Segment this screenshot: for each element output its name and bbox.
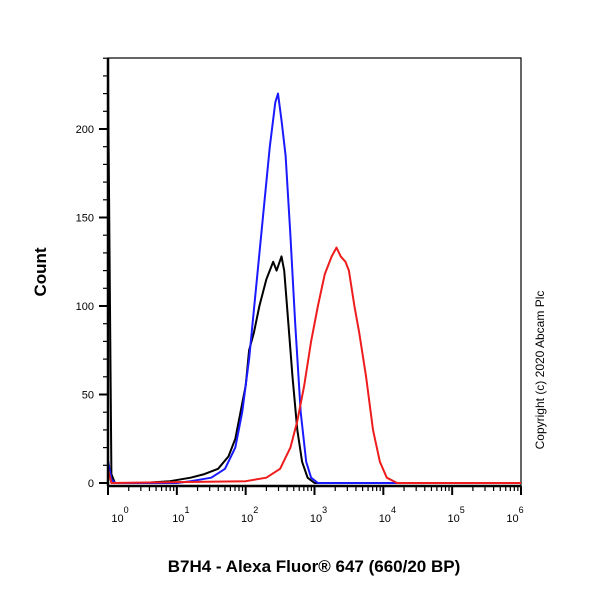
x-tick-exponent: 0 [124,505,129,515]
x-tick-label: 106 [506,505,523,525]
y-tick-label: 100 [76,301,94,313]
x-tick-label: 103 [310,505,327,525]
y-axis-title: Count [31,247,50,296]
x-tick-label: 104 [379,505,396,525]
x-tick-exponent: 5 [460,505,465,515]
x-tick-exponent: 4 [391,505,396,515]
x-tick-base: 10 [111,513,123,525]
y-tick-label: 150 [76,213,94,225]
plot-frame [107,57,522,487]
x-axis-title: B7H4 - Alexa Fluor® 647 (660/20 BP) [168,557,461,576]
y-tick-label: 50 [82,390,94,402]
x-tick-base: 10 [379,513,391,525]
x-tick-label: 105 [448,505,465,525]
y-tick-label: 200 [76,124,94,136]
x-tick-base: 10 [506,513,518,525]
x-tick-label: 100 [111,505,128,525]
x-tick-exponent: 1 [184,505,189,515]
series-blue-curve [107,92,521,484]
x-tick-label: 101 [172,505,189,525]
x-tick-exponent: 6 [519,505,524,515]
x-tick-base: 10 [448,513,460,525]
series-black-curve [107,72,521,484]
copyright-annotation: Copyright (c) 2020 Abcam Plc [533,291,547,450]
x-tick-exponent: 2 [253,505,258,515]
y-tick-label: 0 [88,478,94,490]
series-red-curve [107,246,521,484]
x-tick-base: 10 [241,513,253,525]
x-tick-exponent: 3 [322,505,327,515]
x-tick-base: 10 [310,513,322,525]
x-tick-label: 102 [241,505,258,525]
x-tick-base: 10 [172,513,184,525]
